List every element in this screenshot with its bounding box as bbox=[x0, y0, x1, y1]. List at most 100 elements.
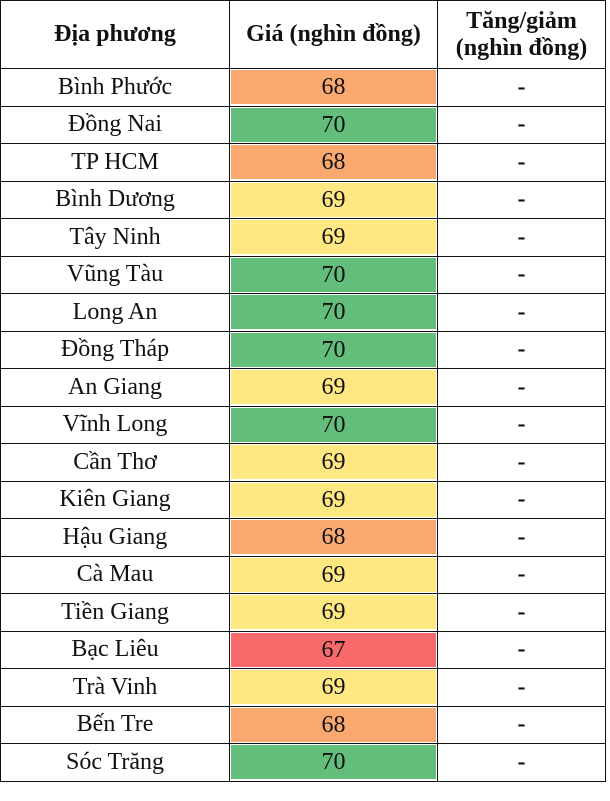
table-row: Vũng Tàu 70- bbox=[0, 255, 606, 294]
price-value: 69 bbox=[231, 445, 436, 480]
table-row: Vĩnh Long 70- bbox=[0, 405, 606, 444]
price-cell: 70 bbox=[229, 255, 438, 294]
price-cell: 69 bbox=[229, 555, 438, 594]
price-cell: 68 bbox=[229, 518, 438, 557]
table-row: Bạc Liêu 67- bbox=[0, 630, 606, 669]
table-row: Đồng Tháp 70- bbox=[0, 330, 606, 369]
change-cell: - bbox=[437, 368, 606, 407]
place-cell: Long An bbox=[0, 293, 230, 332]
place-cell: Kiên Giang bbox=[0, 480, 230, 519]
change-cell: - bbox=[437, 68, 606, 107]
change-cell: - bbox=[437, 330, 606, 369]
price-cell: 68 bbox=[229, 68, 438, 107]
price-value: 70 bbox=[231, 295, 436, 330]
header-row: Địa phương Giá (nghìn đồng) Tăng/giảm (n… bbox=[0, 0, 606, 69]
price-cell: 69 bbox=[229, 180, 438, 219]
header-place: Địa phương bbox=[0, 0, 230, 69]
table-row: Hậu Giang 68- bbox=[0, 518, 606, 557]
price-value: 70 bbox=[231, 407, 436, 442]
price-cell: 69 bbox=[229, 593, 438, 632]
price-value: 69 bbox=[231, 557, 436, 592]
price-cell: 67 bbox=[229, 630, 438, 669]
header-price: Giá (nghìn đồng) bbox=[229, 0, 438, 69]
table-row: Tiền Giang 69- bbox=[0, 593, 606, 632]
table-row: Đồng Nai 70- bbox=[0, 105, 606, 144]
place-cell: TP HCM bbox=[0, 143, 230, 182]
place-cell: Tây Ninh bbox=[0, 218, 230, 257]
price-value: 70 bbox=[231, 745, 436, 780]
change-cell: - bbox=[437, 105, 606, 144]
price-cell: 69 bbox=[229, 668, 438, 707]
change-cell: - bbox=[437, 443, 606, 482]
price-value: 70 bbox=[231, 257, 436, 292]
price-cell: 69 bbox=[229, 443, 438, 482]
price-cell: 70 bbox=[229, 293, 438, 332]
price-value: 69 bbox=[231, 182, 436, 217]
price-cell: 70 bbox=[229, 330, 438, 369]
change-cell: - bbox=[437, 143, 606, 182]
table-row: Cà Mau 69- bbox=[0, 555, 606, 594]
place-cell: Đồng Nai bbox=[0, 105, 230, 144]
place-cell: An Giang bbox=[0, 368, 230, 407]
price-value: 68 bbox=[231, 707, 436, 742]
place-cell: Sóc Trăng bbox=[0, 743, 230, 782]
change-cell: - bbox=[437, 668, 606, 707]
price-value: 70 bbox=[231, 107, 436, 142]
table-row: An Giang 69- bbox=[0, 368, 606, 407]
place-cell: Vĩnh Long bbox=[0, 405, 230, 444]
table-row: Bến Tre 68- bbox=[0, 705, 606, 744]
place-cell: Vũng Tàu bbox=[0, 255, 230, 294]
change-cell: - bbox=[437, 555, 606, 594]
change-cell: - bbox=[437, 480, 606, 519]
place-cell: Cà Mau bbox=[0, 555, 230, 594]
price-value: 70 bbox=[231, 332, 436, 367]
place-cell: Cần Thơ bbox=[0, 443, 230, 482]
price-value: 68 bbox=[231, 145, 436, 180]
price-cell: 69 bbox=[229, 218, 438, 257]
change-cell: - bbox=[437, 405, 606, 444]
place-cell: Bình Dương bbox=[0, 180, 230, 219]
table-row: Sóc Trăng 70- bbox=[0, 743, 606, 782]
price-value: 67 bbox=[231, 632, 436, 667]
price-cell: 70 bbox=[229, 405, 438, 444]
change-cell: - bbox=[437, 593, 606, 632]
table-row: Trà Vinh 69- bbox=[0, 668, 606, 707]
place-cell: Hậu Giang bbox=[0, 518, 230, 557]
price-cell: 70 bbox=[229, 743, 438, 782]
change-cell: - bbox=[437, 218, 606, 257]
table-row: TP HCM 68- bbox=[0, 143, 606, 182]
change-cell: - bbox=[437, 180, 606, 219]
price-cell: 69 bbox=[229, 480, 438, 519]
price-cell: 68 bbox=[229, 143, 438, 182]
change-cell: - bbox=[437, 630, 606, 669]
table-row: Bình Phước 68- bbox=[0, 68, 606, 107]
table-row: Long An 70- bbox=[0, 293, 606, 332]
change-cell: - bbox=[437, 293, 606, 332]
place-cell: Bình Phước bbox=[0, 68, 230, 107]
change-cell: - bbox=[437, 743, 606, 782]
table-row: Kiên Giang 69- bbox=[0, 480, 606, 519]
change-cell: - bbox=[437, 705, 606, 744]
price-value: 68 bbox=[231, 520, 436, 555]
table-row: Cần Thơ 69- bbox=[0, 443, 606, 482]
place-cell: Bến Tre bbox=[0, 705, 230, 744]
price-value: 69 bbox=[231, 595, 436, 630]
table-row: Tây Ninh 69- bbox=[0, 218, 606, 257]
price-value: 69 bbox=[231, 482, 436, 517]
price-value: 69 bbox=[231, 670, 436, 705]
price-value: 69 bbox=[231, 220, 436, 255]
change-cell: - bbox=[437, 518, 606, 557]
place-cell: Trà Vinh bbox=[0, 668, 230, 707]
place-cell: Đồng Tháp bbox=[0, 330, 230, 369]
table-row: Bình Dương 69- bbox=[0, 180, 606, 219]
price-cell: 68 bbox=[229, 705, 438, 744]
change-cell: - bbox=[437, 255, 606, 294]
price-value: 68 bbox=[231, 70, 436, 105]
price-value: 69 bbox=[231, 370, 436, 405]
header-change: Tăng/giảm (nghìn đồng) bbox=[437, 0, 606, 69]
place-cell: Tiền Giang bbox=[0, 593, 230, 632]
price-cell: 70 bbox=[229, 105, 438, 144]
price-cell: 69 bbox=[229, 368, 438, 407]
price-table: Địa phương Giá (nghìn đồng) Tăng/giảm (n… bbox=[0, 0, 606, 782]
place-cell: Bạc Liêu bbox=[0, 630, 230, 669]
